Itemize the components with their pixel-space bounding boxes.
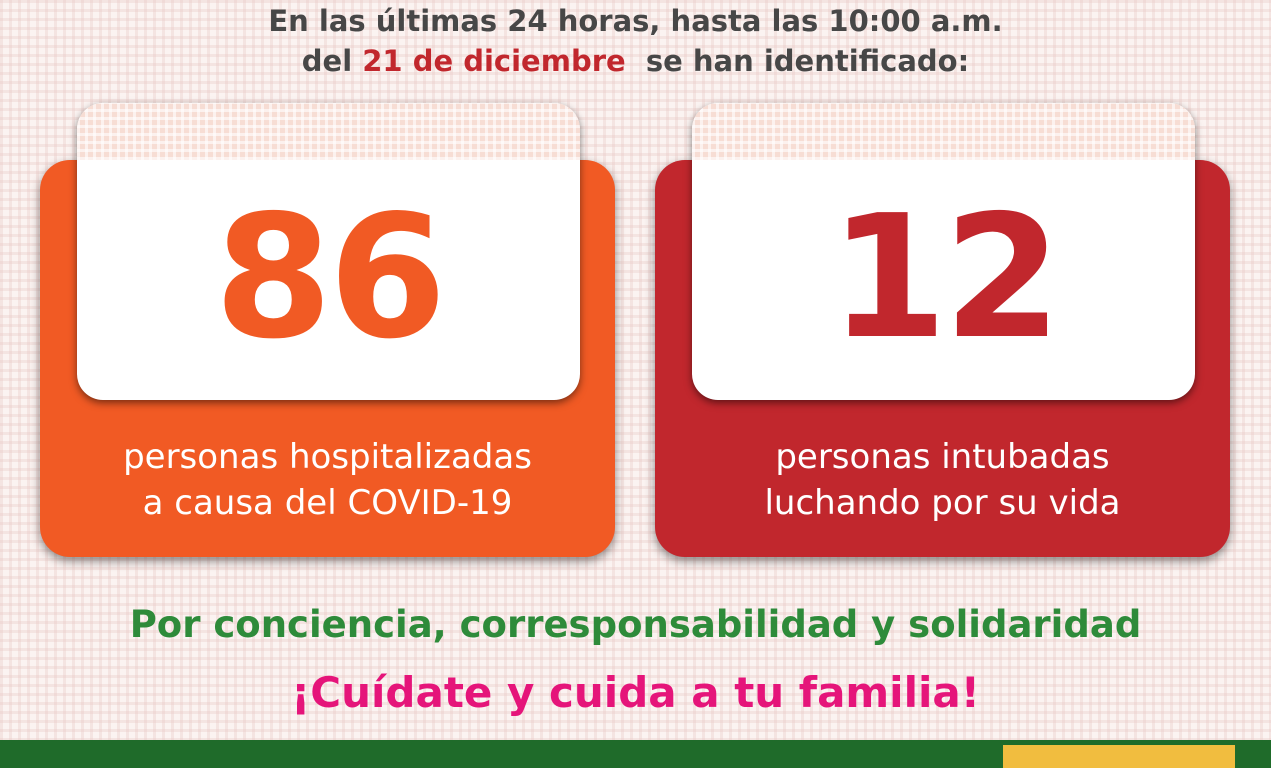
intubated-number-panel: 12	[692, 103, 1195, 400]
slogan-line-1: Por conciencia, corresponsabilidad y sol…	[129, 603, 1142, 646]
caption-line-2: luchando por su vida	[764, 483, 1121, 523]
header-line-1: En las últimas 24 horas, hasta las 10:00…	[268, 4, 1003, 38]
hospitalized-card: 86 personas hospitalizadas a causa del C…	[40, 103, 615, 557]
intubated-count: 12	[829, 179, 1062, 377]
intubated-caption: personas intubadas luchando por su vida	[655, 434, 1230, 526]
pattern-strip	[692, 103, 1195, 160]
caption-line-1: personas hospitalizadas	[123, 437, 532, 477]
slogan-line-2: ¡Cuídate y cuida a tu familia!	[291, 668, 980, 717]
caption-line-1: personas intubadas	[775, 437, 1110, 477]
intubated-card: 12 personas intubadas luchando por su vi…	[655, 103, 1230, 557]
header-prefix: del	[301, 44, 363, 78]
hospitalized-count: 86	[214, 179, 447, 377]
header-suffix: se han identificado:	[625, 44, 970, 78]
pattern-strip	[77, 103, 580, 160]
header-date: 21 de diciembre	[362, 44, 626, 78]
hospitalized-number-panel: 86	[77, 103, 580, 400]
footer-logo-box	[1003, 745, 1235, 768]
caption-line-2: a causa del COVID-19	[142, 483, 513, 523]
hospitalized-caption: personas hospitalizadas a causa del COVI…	[40, 434, 615, 526]
header-line-2: del 21 de diciembre se han identificado:	[0, 44, 1271, 78]
